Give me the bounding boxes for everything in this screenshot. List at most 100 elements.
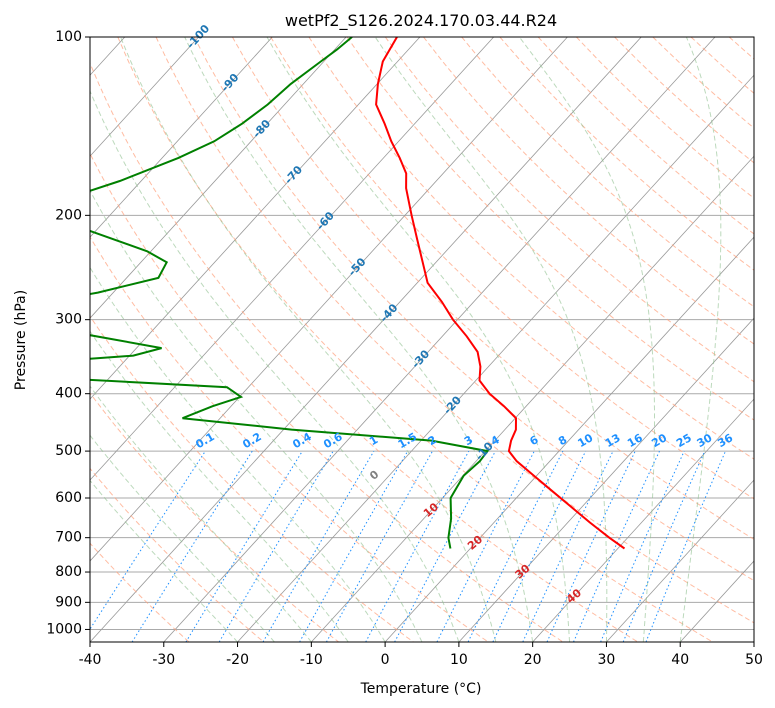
x-tick-label: 0	[381, 652, 390, 668]
dry-adiabat-line	[155, 37, 754, 624]
moist-adiabat-line	[90, 434, 275, 642]
mixing-ratio-label: 1	[367, 433, 380, 448]
mixing-ratio-label: 8	[556, 433, 569, 448]
isotherm-line	[532, 398, 754, 642]
mixing-ratio-line	[218, 450, 334, 642]
plot-frame	[89, 36, 755, 643]
mixing-ratio-label: 1.5	[396, 430, 419, 451]
dry-adiabat-line	[270, 37, 754, 500]
moist-adiabat-line	[518, 37, 655, 642]
dry-adiabat-line	[423, 37, 754, 345]
x-tick-label: -20	[226, 652, 249, 668]
mixing-ratio-line	[131, 450, 253, 642]
moist-adiabat-line	[90, 266, 386, 642]
mixing-ratio-label: 0.2	[240, 430, 263, 451]
moist-adiabat-line	[266, 37, 571, 642]
dry-adiabat-line	[652, 37, 754, 129]
moist-adiabat-line	[90, 89, 460, 642]
x-tick-label: 50	[745, 652, 763, 668]
y-tick-label: 700	[55, 530, 82, 546]
dry-adiabat-line	[90, 62, 639, 642]
mixing-ratio-label: 10	[576, 431, 596, 450]
mixing-ratio-line	[90, 450, 206, 631]
dry-adiabat-line	[90, 392, 339, 642]
moist-adiabat-line	[90, 330, 349, 642]
dry-adiabat-line	[231, 37, 754, 540]
mixing-ratio-line	[185, 450, 303, 642]
moist-adiabat-line	[679, 37, 722, 642]
x-tick-label: 40	[671, 652, 689, 668]
isotherm-line	[458, 317, 754, 642]
mixing-ratio-line	[436, 450, 535, 642]
moist-adiabat-line	[184, 37, 534, 642]
y-tick-label: 100	[55, 29, 82, 45]
mixing-ratio-label: 16	[625, 431, 645, 450]
y-tick-label: 500	[55, 443, 82, 459]
y-axis-label: Pressure (hPa)	[13, 290, 29, 390]
mixing-ratio-label: 25	[674, 431, 694, 450]
mixing-ratio-line	[573, 450, 660, 642]
mixing-ratio-line	[325, 450, 433, 642]
isotherm-line	[163, 37, 716, 642]
isotherm-line	[90, 37, 494, 481]
dry-adiabat-line	[90, 152, 564, 642]
mixing-ratio-line	[645, 450, 726, 642]
moist-adiabat-line	[120, 37, 497, 642]
y-tick-label: 300	[55, 312, 82, 328]
dry-adiabat-line	[384, 37, 754, 383]
x-axis-label: Temperature (°C)	[360, 681, 482, 697]
temperature-profile-line	[375, 37, 626, 550]
dry-adiabat-label: 0	[367, 468, 381, 483]
mixing-ratio-line	[600, 450, 685, 642]
mixing-ratio-label: 13	[603, 431, 623, 450]
isotherm-line	[90, 37, 642, 642]
dewpoint-profile-line	[90, 37, 490, 549]
isotherm-line	[90, 37, 347, 319]
dry-adiabat-line	[728, 37, 754, 60]
line-labels: -100-90-80-70-60-50-40-30-20-10010203040…	[184, 22, 735, 606]
dry-adiabat-line	[90, 315, 414, 642]
dry-adiabat-line	[90, 467, 265, 642]
dry-adiabat-line	[308, 37, 754, 460]
x-tick-label: 30	[598, 652, 616, 668]
mixing-ratio-label: 0.4	[290, 430, 314, 451]
dry-adiabat-line	[461, 37, 754, 308]
y-tick-label: 1000	[46, 621, 82, 637]
mixing-ratio-label: 20	[649, 431, 669, 450]
x-axis: -40 -30 -20 -10 0 10 20 30 40 50	[79, 642, 763, 668]
isotherm-line	[90, 37, 199, 157]
x-tick-label: -40	[79, 652, 102, 668]
y-tick-label: 800	[55, 564, 82, 580]
y-tick-label: 900	[55, 594, 82, 610]
isotherm-line	[237, 74, 754, 642]
isotherm-line	[311, 155, 754, 642]
y-tick-label: 600	[55, 490, 82, 506]
background-lines	[90, 37, 754, 642]
mixing-ratio-line	[262, 450, 375, 642]
sounding-series	[90, 37, 626, 550]
x-tick-label: -10	[300, 652, 323, 668]
mixing-ratio-line	[622, 450, 706, 642]
chart-title: wetPf2_S126.2024.170.03.44.R24	[285, 11, 557, 31]
y-axis: 100 200 300 400 500 600 700 800 900 1000	[46, 29, 90, 637]
isotherm-line	[90, 37, 273, 238]
isotherm-line	[384, 236, 754, 642]
moist-adiabat-line	[90, 189, 423, 642]
isotherm-line	[753, 641, 754, 642]
mixing-ratio-line	[365, 450, 470, 642]
isotherm-line	[90, 37, 568, 562]
dry-adiabat-line	[537, 37, 754, 235]
dry-adiabat-line	[193, 37, 754, 582]
mixing-ratio-label: 0.1	[193, 430, 216, 451]
moist-adiabat-line	[374, 37, 608, 642]
moist-adiabat-line	[90, 385, 312, 642]
moist-adiabat-line	[90, 479, 238, 642]
dry-adiabat-line	[117, 37, 713, 642]
isotherm-line	[606, 479, 754, 642]
mixing-ratio-line	[467, 450, 564, 642]
y-tick-label: 200	[55, 207, 82, 223]
y-tick-label: 400	[55, 386, 82, 402]
mixing-ratio-label: 30	[695, 431, 715, 450]
mixing-ratio-line	[394, 450, 496, 642]
